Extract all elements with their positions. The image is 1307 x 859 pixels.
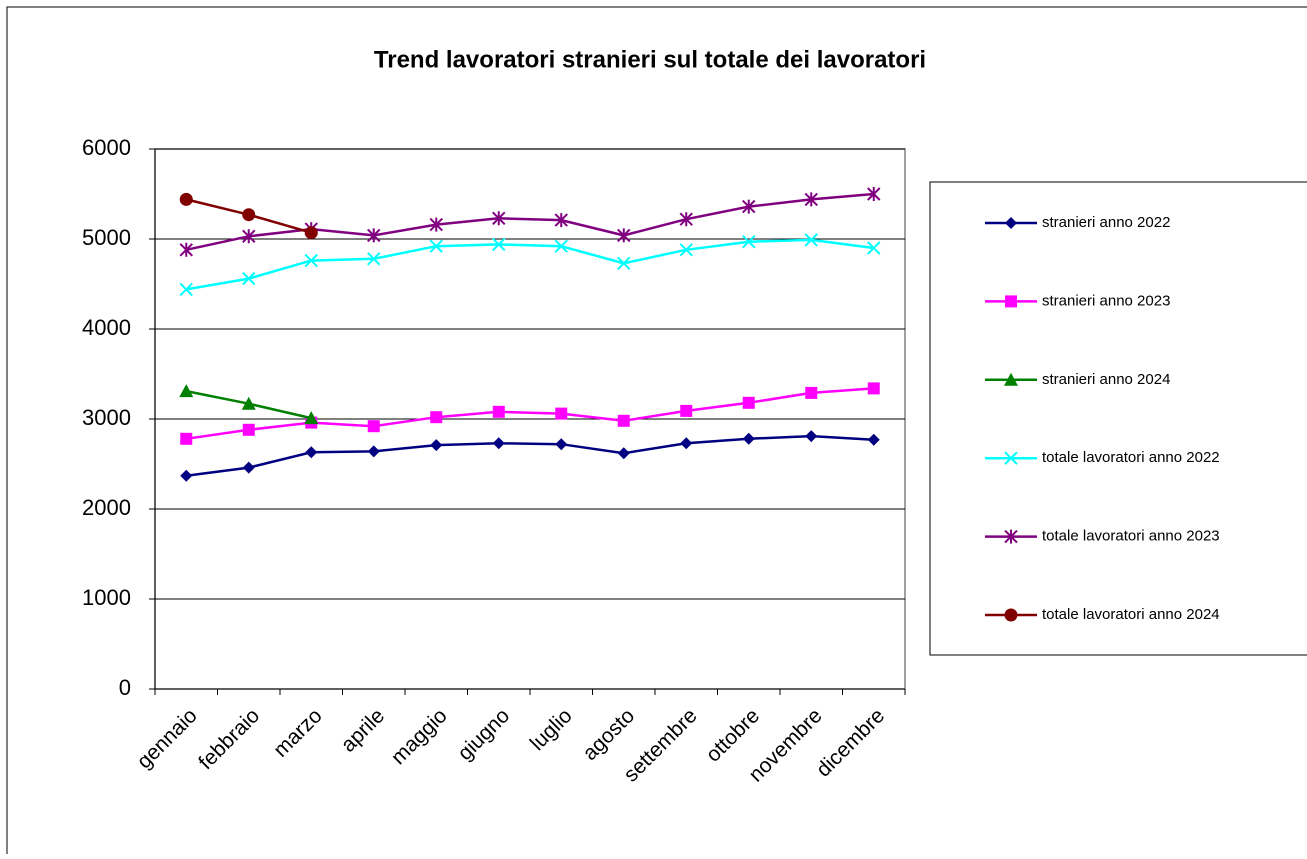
y-tick-label: 6000	[82, 135, 131, 160]
marker	[180, 469, 193, 482]
marker	[242, 229, 256, 244]
marker	[617, 228, 631, 243]
marker	[241, 396, 256, 410]
y-tick-label: 5000	[82, 225, 131, 250]
marker	[242, 208, 256, 222]
y-tick-label: 1000	[82, 585, 131, 610]
y-tick-label: 3000	[82, 405, 131, 430]
marker	[804, 233, 818, 247]
marker	[679, 243, 693, 257]
marker	[554, 213, 568, 228]
marker	[867, 187, 881, 201]
marker	[742, 396, 755, 409]
marker	[242, 461, 255, 474]
chart-title: Trend lavoratori stranieri sul totale de…	[374, 46, 926, 73]
legend-marker	[1005, 217, 1017, 229]
marker	[179, 192, 193, 206]
marker	[742, 199, 756, 214]
legend-marker	[1004, 372, 1018, 386]
series-line	[186, 387, 874, 441]
marker	[555, 438, 568, 451]
marker	[867, 382, 880, 395]
marker	[679, 212, 693, 227]
legend-label: stranieri anno 2024	[1042, 371, 1170, 388]
marker	[180, 432, 193, 445]
marker	[617, 414, 630, 427]
legend-label: totale lavoratori anno 2023	[1042, 528, 1220, 545]
marker	[492, 237, 506, 252]
marker	[617, 256, 631, 271]
marker	[304, 226, 318, 240]
marker	[179, 282, 193, 297]
marker	[617, 447, 630, 460]
marker	[367, 445, 380, 458]
marker	[430, 439, 443, 452]
marker	[805, 430, 818, 443]
legend-box	[929, 181, 1307, 656]
marker	[554, 239, 568, 253]
marker	[867, 433, 880, 446]
marker	[304, 253, 318, 268]
marker	[429, 217, 443, 232]
marker	[805, 386, 818, 399]
legend-marker	[1004, 451, 1018, 465]
marker	[242, 271, 256, 286]
marker	[305, 446, 318, 459]
y-tick-label: 2000	[82, 495, 131, 520]
legend-marker	[1004, 529, 1018, 544]
marker	[492, 437, 505, 450]
y-tick-label: 4000	[82, 315, 131, 340]
marker	[680, 437, 693, 450]
series-line	[186, 434, 874, 477]
legend-marker	[1004, 608, 1018, 622]
legend-label: stranieri anno 2023	[1042, 292, 1170, 309]
marker	[304, 411, 319, 425]
y-tick-label: 0	[119, 675, 131, 700]
marker	[430, 411, 443, 424]
marker	[804, 192, 818, 207]
marker	[680, 404, 693, 417]
series-line	[186, 238, 874, 291]
marker	[367, 252, 381, 266]
marker	[742, 234, 756, 249]
marker	[429, 239, 443, 253]
marker	[492, 405, 505, 418]
legend-marker	[1005, 295, 1017, 308]
marker	[179, 242, 193, 257]
legend-label: totale lavoratori anno 2024	[1042, 606, 1220, 623]
marker	[555, 407, 568, 420]
marker	[742, 432, 755, 445]
legend-label: stranieri anno 2022	[1042, 214, 1170, 231]
marker	[367, 420, 380, 433]
marker	[242, 423, 255, 436]
marker	[492, 211, 506, 226]
marker	[367, 228, 381, 243]
legend-label: totale lavoratori anno 2022	[1042, 449, 1220, 466]
marker	[179, 384, 194, 398]
marker	[867, 241, 881, 255]
